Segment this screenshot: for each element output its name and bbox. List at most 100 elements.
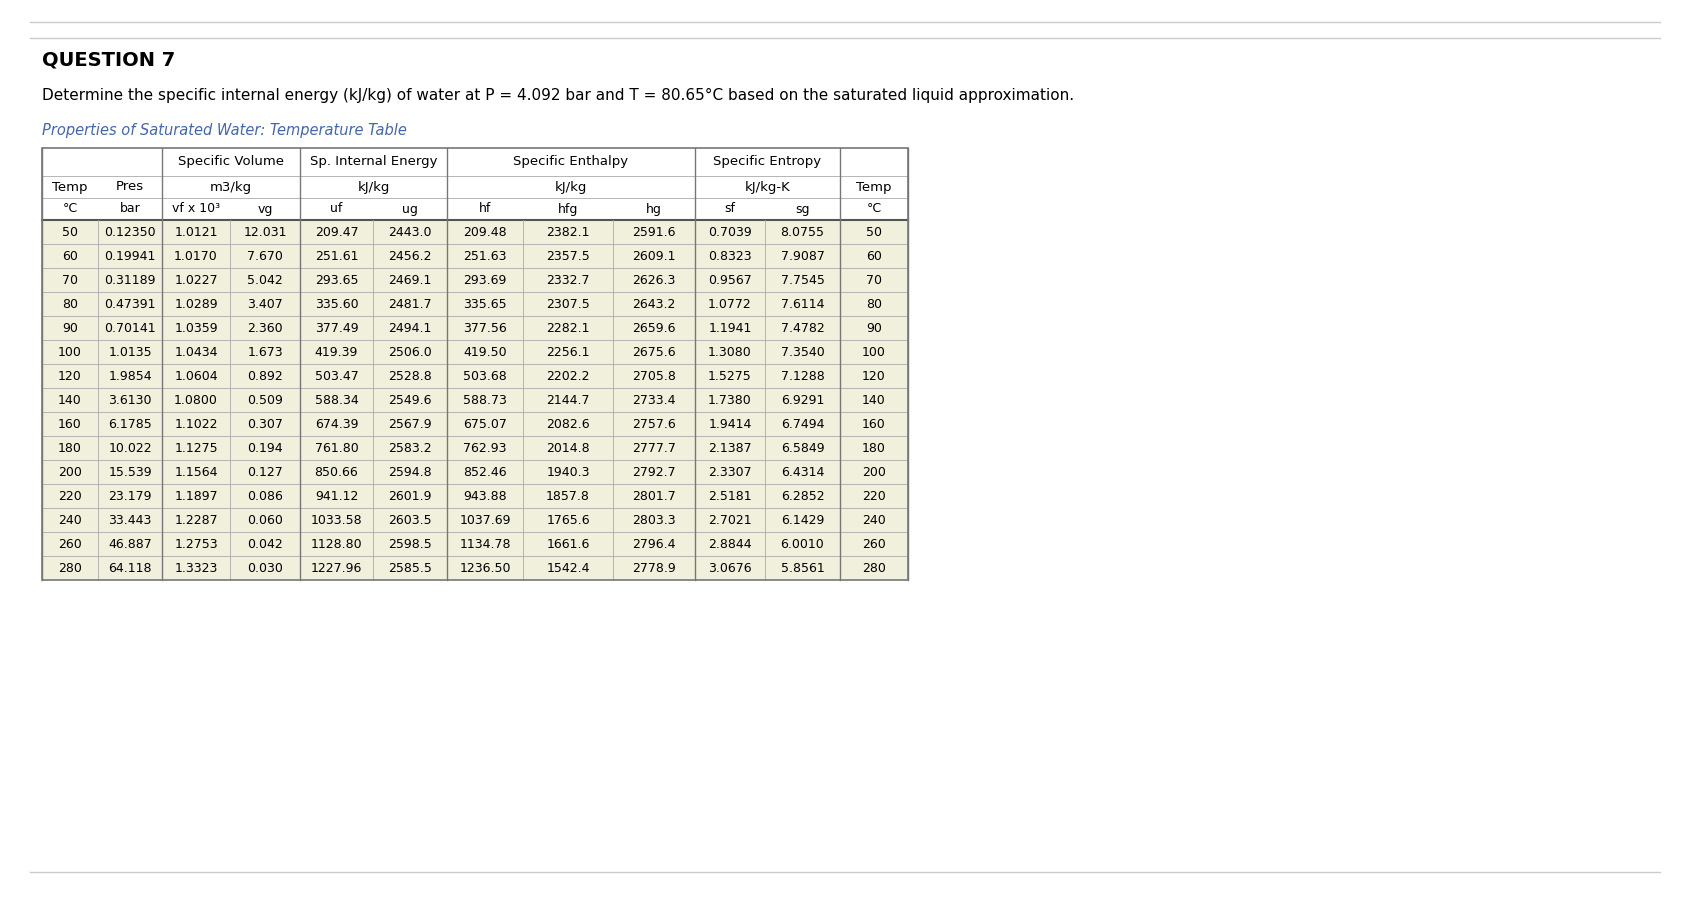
Bar bbox=[42, 436, 907, 460]
Text: °C: °C bbox=[866, 202, 882, 215]
Text: 1765.6: 1765.6 bbox=[546, 514, 589, 526]
Text: hfg: hfg bbox=[557, 202, 578, 215]
Text: 0.060: 0.060 bbox=[247, 514, 282, 526]
Text: 2549.6: 2549.6 bbox=[388, 393, 431, 407]
Text: 2567.9: 2567.9 bbox=[388, 418, 432, 430]
Text: 852.46: 852.46 bbox=[463, 465, 507, 479]
Text: 2202.2: 2202.2 bbox=[546, 370, 589, 382]
Text: 1.7380: 1.7380 bbox=[708, 393, 752, 407]
Text: 1.0121: 1.0121 bbox=[174, 226, 218, 239]
Text: 6.2852: 6.2852 bbox=[780, 490, 824, 502]
Text: 90: 90 bbox=[62, 321, 78, 335]
Text: 12.031: 12.031 bbox=[243, 226, 287, 239]
Text: 1.2753: 1.2753 bbox=[174, 537, 218, 551]
Text: 1.0170: 1.0170 bbox=[174, 249, 218, 263]
Text: 3.0676: 3.0676 bbox=[708, 562, 752, 574]
Text: 2796.4: 2796.4 bbox=[632, 537, 676, 551]
Text: 1.0135: 1.0135 bbox=[108, 346, 152, 358]
Bar bbox=[42, 220, 907, 244]
Text: °C: °C bbox=[62, 202, 78, 215]
Text: 1.2287: 1.2287 bbox=[174, 514, 218, 526]
Text: 120: 120 bbox=[57, 370, 81, 382]
Text: 8.0755: 8.0755 bbox=[780, 226, 824, 239]
Text: 0.127: 0.127 bbox=[247, 465, 282, 479]
Text: 0.31189: 0.31189 bbox=[105, 274, 155, 286]
Text: 160: 160 bbox=[861, 418, 885, 430]
Text: 260: 260 bbox=[861, 537, 885, 551]
Text: 943.88: 943.88 bbox=[463, 490, 507, 502]
Text: 2469.1: 2469.1 bbox=[388, 274, 431, 286]
Text: vg: vg bbox=[257, 202, 272, 215]
Text: 1857.8: 1857.8 bbox=[546, 490, 589, 502]
Text: 200: 200 bbox=[57, 465, 81, 479]
Text: 675.07: 675.07 bbox=[463, 418, 507, 430]
Text: Specific Enthalpy: Specific Enthalpy bbox=[513, 156, 628, 168]
Text: 209.47: 209.47 bbox=[314, 226, 358, 239]
Text: 0.030: 0.030 bbox=[247, 562, 282, 574]
Text: 5.8561: 5.8561 bbox=[780, 562, 824, 574]
Text: 70: 70 bbox=[62, 274, 78, 286]
Text: 6.9291: 6.9291 bbox=[780, 393, 824, 407]
Text: 0.12350: 0.12350 bbox=[105, 226, 155, 239]
Text: 50: 50 bbox=[865, 226, 882, 239]
Text: 3.407: 3.407 bbox=[247, 298, 282, 310]
Text: 2506.0: 2506.0 bbox=[388, 346, 432, 358]
Text: 80: 80 bbox=[62, 298, 78, 310]
Text: 6.7494: 6.7494 bbox=[780, 418, 824, 430]
Text: 0.042: 0.042 bbox=[247, 537, 282, 551]
Text: 503.47: 503.47 bbox=[314, 370, 358, 382]
Text: 2481.7: 2481.7 bbox=[388, 298, 432, 310]
Text: 1.0772: 1.0772 bbox=[708, 298, 752, 310]
Text: 2256.1: 2256.1 bbox=[546, 346, 589, 358]
Text: 2082.6: 2082.6 bbox=[546, 418, 589, 430]
Text: 0.086: 0.086 bbox=[247, 490, 282, 502]
Text: 293.65: 293.65 bbox=[314, 274, 358, 286]
Text: 1.0604: 1.0604 bbox=[174, 370, 218, 382]
Text: 7.6114: 7.6114 bbox=[780, 298, 824, 310]
Text: 1.1275: 1.1275 bbox=[174, 442, 218, 454]
Text: 2594.8: 2594.8 bbox=[388, 465, 432, 479]
Text: 2307.5: 2307.5 bbox=[546, 298, 589, 310]
Text: 7.3540: 7.3540 bbox=[780, 346, 824, 358]
Bar bbox=[42, 412, 907, 436]
Text: 335.60: 335.60 bbox=[314, 298, 358, 310]
Text: 2443.0: 2443.0 bbox=[388, 226, 431, 239]
Text: 1.0227: 1.0227 bbox=[174, 274, 218, 286]
Text: vf x 10³: vf x 10³ bbox=[172, 202, 220, 215]
Text: Specific Entropy: Specific Entropy bbox=[713, 156, 821, 168]
Text: 6.5849: 6.5849 bbox=[780, 442, 824, 454]
Text: 280: 280 bbox=[861, 562, 885, 574]
Text: 0.8323: 0.8323 bbox=[708, 249, 752, 263]
Text: 2757.6: 2757.6 bbox=[632, 418, 676, 430]
Text: 2591.6: 2591.6 bbox=[632, 226, 676, 239]
Text: 2801.7: 2801.7 bbox=[632, 490, 676, 502]
Text: 2014.8: 2014.8 bbox=[546, 442, 589, 454]
Text: 1.3080: 1.3080 bbox=[708, 346, 752, 358]
Text: 1.1564: 1.1564 bbox=[174, 465, 218, 479]
Text: 220: 220 bbox=[861, 490, 885, 502]
Text: 5.042: 5.042 bbox=[247, 274, 282, 286]
Text: 2.8844: 2.8844 bbox=[708, 537, 752, 551]
Text: 1.0359: 1.0359 bbox=[174, 321, 218, 335]
Bar bbox=[42, 388, 907, 412]
Bar bbox=[42, 556, 907, 580]
Text: 64.118: 64.118 bbox=[108, 562, 152, 574]
Bar bbox=[42, 148, 907, 580]
Text: 100: 100 bbox=[57, 346, 81, 358]
Text: 2528.8: 2528.8 bbox=[388, 370, 432, 382]
Text: 6.4314: 6.4314 bbox=[780, 465, 824, 479]
Text: 33.443: 33.443 bbox=[108, 514, 152, 526]
Text: 220: 220 bbox=[57, 490, 81, 502]
Text: 7.9087: 7.9087 bbox=[780, 249, 824, 263]
Text: 2803.3: 2803.3 bbox=[632, 514, 676, 526]
Text: 588.34: 588.34 bbox=[314, 393, 358, 407]
Bar bbox=[42, 460, 907, 484]
Text: 0.47391: 0.47391 bbox=[105, 298, 155, 310]
Text: 7.4782: 7.4782 bbox=[780, 321, 824, 335]
Bar bbox=[42, 292, 907, 316]
Text: 377.56: 377.56 bbox=[463, 321, 507, 335]
Text: 2382.1: 2382.1 bbox=[546, 226, 589, 239]
Text: 0.509: 0.509 bbox=[247, 393, 282, 407]
Text: 2659.6: 2659.6 bbox=[632, 321, 676, 335]
Text: kJ/kg: kJ/kg bbox=[356, 181, 390, 194]
